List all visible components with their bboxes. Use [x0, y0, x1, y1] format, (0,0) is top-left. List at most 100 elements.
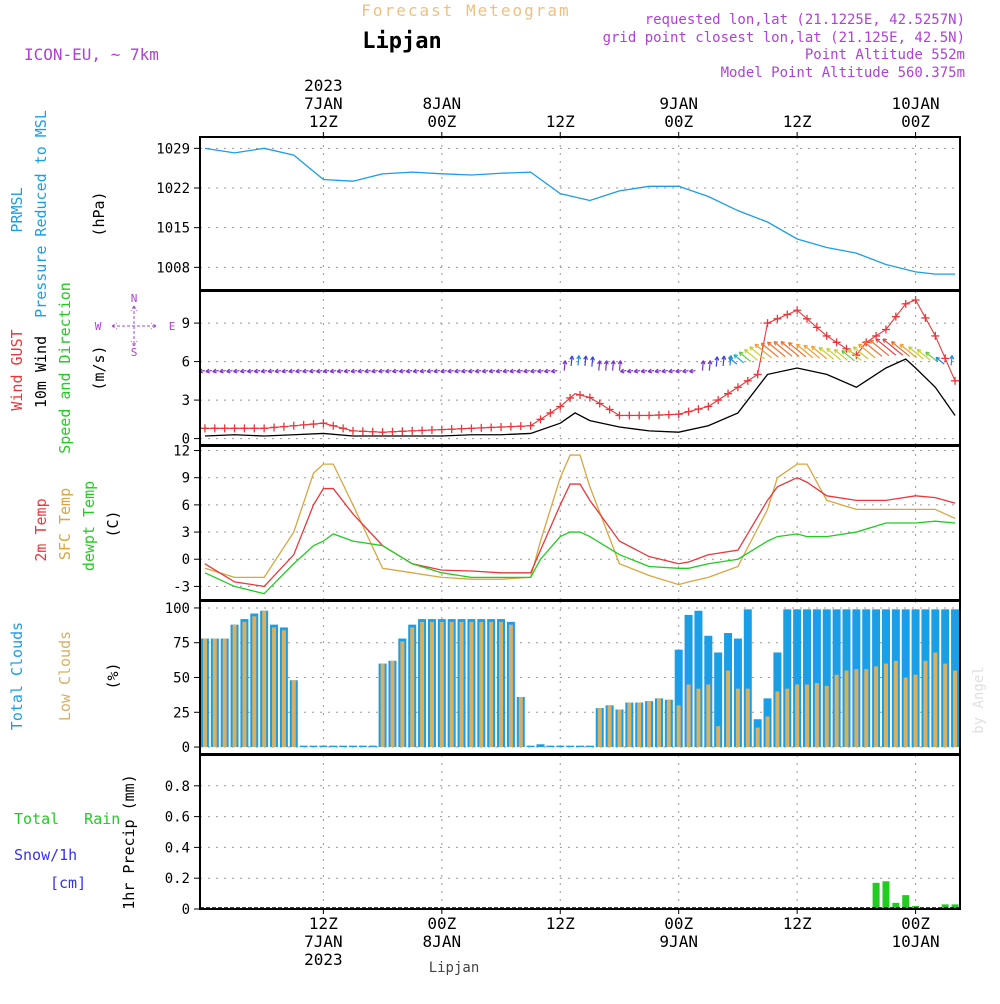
wind-arrow [891, 341, 911, 357]
gust-marker [576, 390, 584, 399]
grid-point-coords: grid point closest lon,lat (21.125E, 42.… [603, 30, 965, 46]
gust-marker [437, 425, 446, 434]
wind-arrow-head [899, 343, 905, 349]
low-cloud-bar [844, 670, 849, 748]
top-time-label: 8JAN [423, 94, 462, 113]
low-cloud-bar [923, 660, 928, 748]
ytick-label: 9 [182, 316, 190, 332]
gust-marker [408, 426, 417, 435]
wind-arrow-head [364, 368, 369, 374]
rain-bar [902, 895, 910, 909]
wind-arrow-head [233, 368, 238, 374]
top-time-label: 00Z [664, 112, 693, 131]
total-cloud-bar [329, 745, 338, 748]
wind-arrow [728, 356, 738, 365]
wind-arrow-head [468, 368, 473, 374]
wind-ylabel-gust: Wind GUST [8, 329, 26, 410]
wind-arrow-head [288, 368, 293, 374]
location-title: Lipjan [362, 29, 441, 54]
gust-marker [615, 411, 624, 420]
low-cloud-bar [291, 680, 296, 748]
wind-arrow-head [675, 368, 680, 374]
gust-marker [358, 427, 367, 436]
low-cloud-bar [933, 652, 938, 748]
wind-arrow-head [818, 346, 824, 352]
low-cloud-bar [499, 621, 504, 748]
wind-arrow-head [749, 346, 754, 351]
wind-arrow-head [316, 368, 321, 374]
wind-arrow-head [728, 356, 733, 362]
rain-bar [892, 902, 900, 909]
wind-arrow [744, 349, 759, 361]
gust-marker [398, 427, 407, 436]
gust-marker [556, 402, 565, 411]
wind-arrow-head [925, 351, 930, 357]
wind-arrow-head [916, 348, 922, 354]
wind-arrow-head [260, 368, 266, 374]
ytick-label: 0.2 [165, 871, 190, 887]
wind-arrow-head [780, 341, 786, 346]
wind-arrow [803, 344, 821, 359]
low-cloud-bar [252, 616, 257, 748]
wind-arrow-head [908, 346, 913, 351]
wind-arrow-head [949, 355, 955, 360]
low-cloud-bar [765, 716, 770, 748]
wind-arrow-head [935, 356, 940, 362]
wind-arrow [925, 351, 938, 363]
wind-arrow [591, 356, 594, 367]
gust-marker [763, 319, 772, 328]
low-cloud-bar [953, 670, 958, 748]
gust-marker [753, 370, 762, 379]
low-cloud-bar [795, 684, 800, 748]
bottom-time-label: 2023 [304, 950, 343, 969]
low-cloud-bar [637, 702, 642, 748]
gust-marker [210, 424, 219, 433]
wind-arrow [701, 360, 704, 371]
total-cloud-bar [358, 745, 367, 748]
total-cloud-bar [674, 649, 683, 748]
ytick-label: -3 [173, 579, 190, 595]
wind-arrow-head [523, 368, 528, 374]
clouds-ylabel-unit: (%) [104, 662, 122, 689]
low-cloud-bar [874, 666, 879, 748]
low-cloud-bar [864, 669, 869, 748]
wind-ylabel-10m: 10m Wind [32, 336, 50, 408]
ytick-label: 0 [182, 740, 190, 756]
low-cloud-bar [617, 709, 622, 748]
total-cloud-bar [348, 745, 357, 748]
panel-frame-precip [199, 754, 961, 910]
wind-arrow [738, 351, 752, 363]
total-cloud-bar [812, 609, 821, 748]
gust-marker [220, 424, 229, 433]
model-altitude: Model Point Altitude 560.375m [721, 65, 965, 81]
gust-marker [694, 405, 703, 414]
wind-arrow-head [385, 368, 390, 374]
low-cloud-bar [607, 705, 612, 748]
temp-ylabel-unit: (C) [104, 510, 122, 537]
low-cloud-bar [597, 708, 602, 748]
wind-arrow-head [626, 368, 632, 374]
wind-arrow [847, 349, 862, 361]
low-cloud-bar [232, 624, 237, 748]
wind-arrow-head [509, 368, 514, 374]
wind-arrow [749, 346, 765, 360]
panel-temperature: -3 0 3 6 9 12 [173, 444, 960, 600]
dewpt-line [204, 520, 956, 595]
wind-arrow-head [281, 368, 286, 374]
wind-arrow [708, 360, 711, 371]
gust-marker [329, 421, 338, 430]
wind-arrow-head [647, 368, 653, 374]
bottom-time-label: 00Z [664, 914, 693, 933]
gust-marker [901, 299, 910, 308]
gust-marker [773, 314, 782, 323]
pressure-ylabel-1: PRMSL [8, 187, 26, 232]
total-cloud-bar [299, 745, 308, 748]
gust-marker [309, 420, 318, 429]
gust-marker [200, 424, 209, 433]
low-cloud-bar [459, 621, 464, 748]
wind-arrow-head [700, 360, 706, 365]
clouds-ylabel-total: Total Clouds [8, 622, 26, 730]
top-time-label: 12Z [309, 112, 338, 131]
ytick-label: 6 [182, 498, 190, 514]
low-cloud-bar [518, 696, 523, 748]
